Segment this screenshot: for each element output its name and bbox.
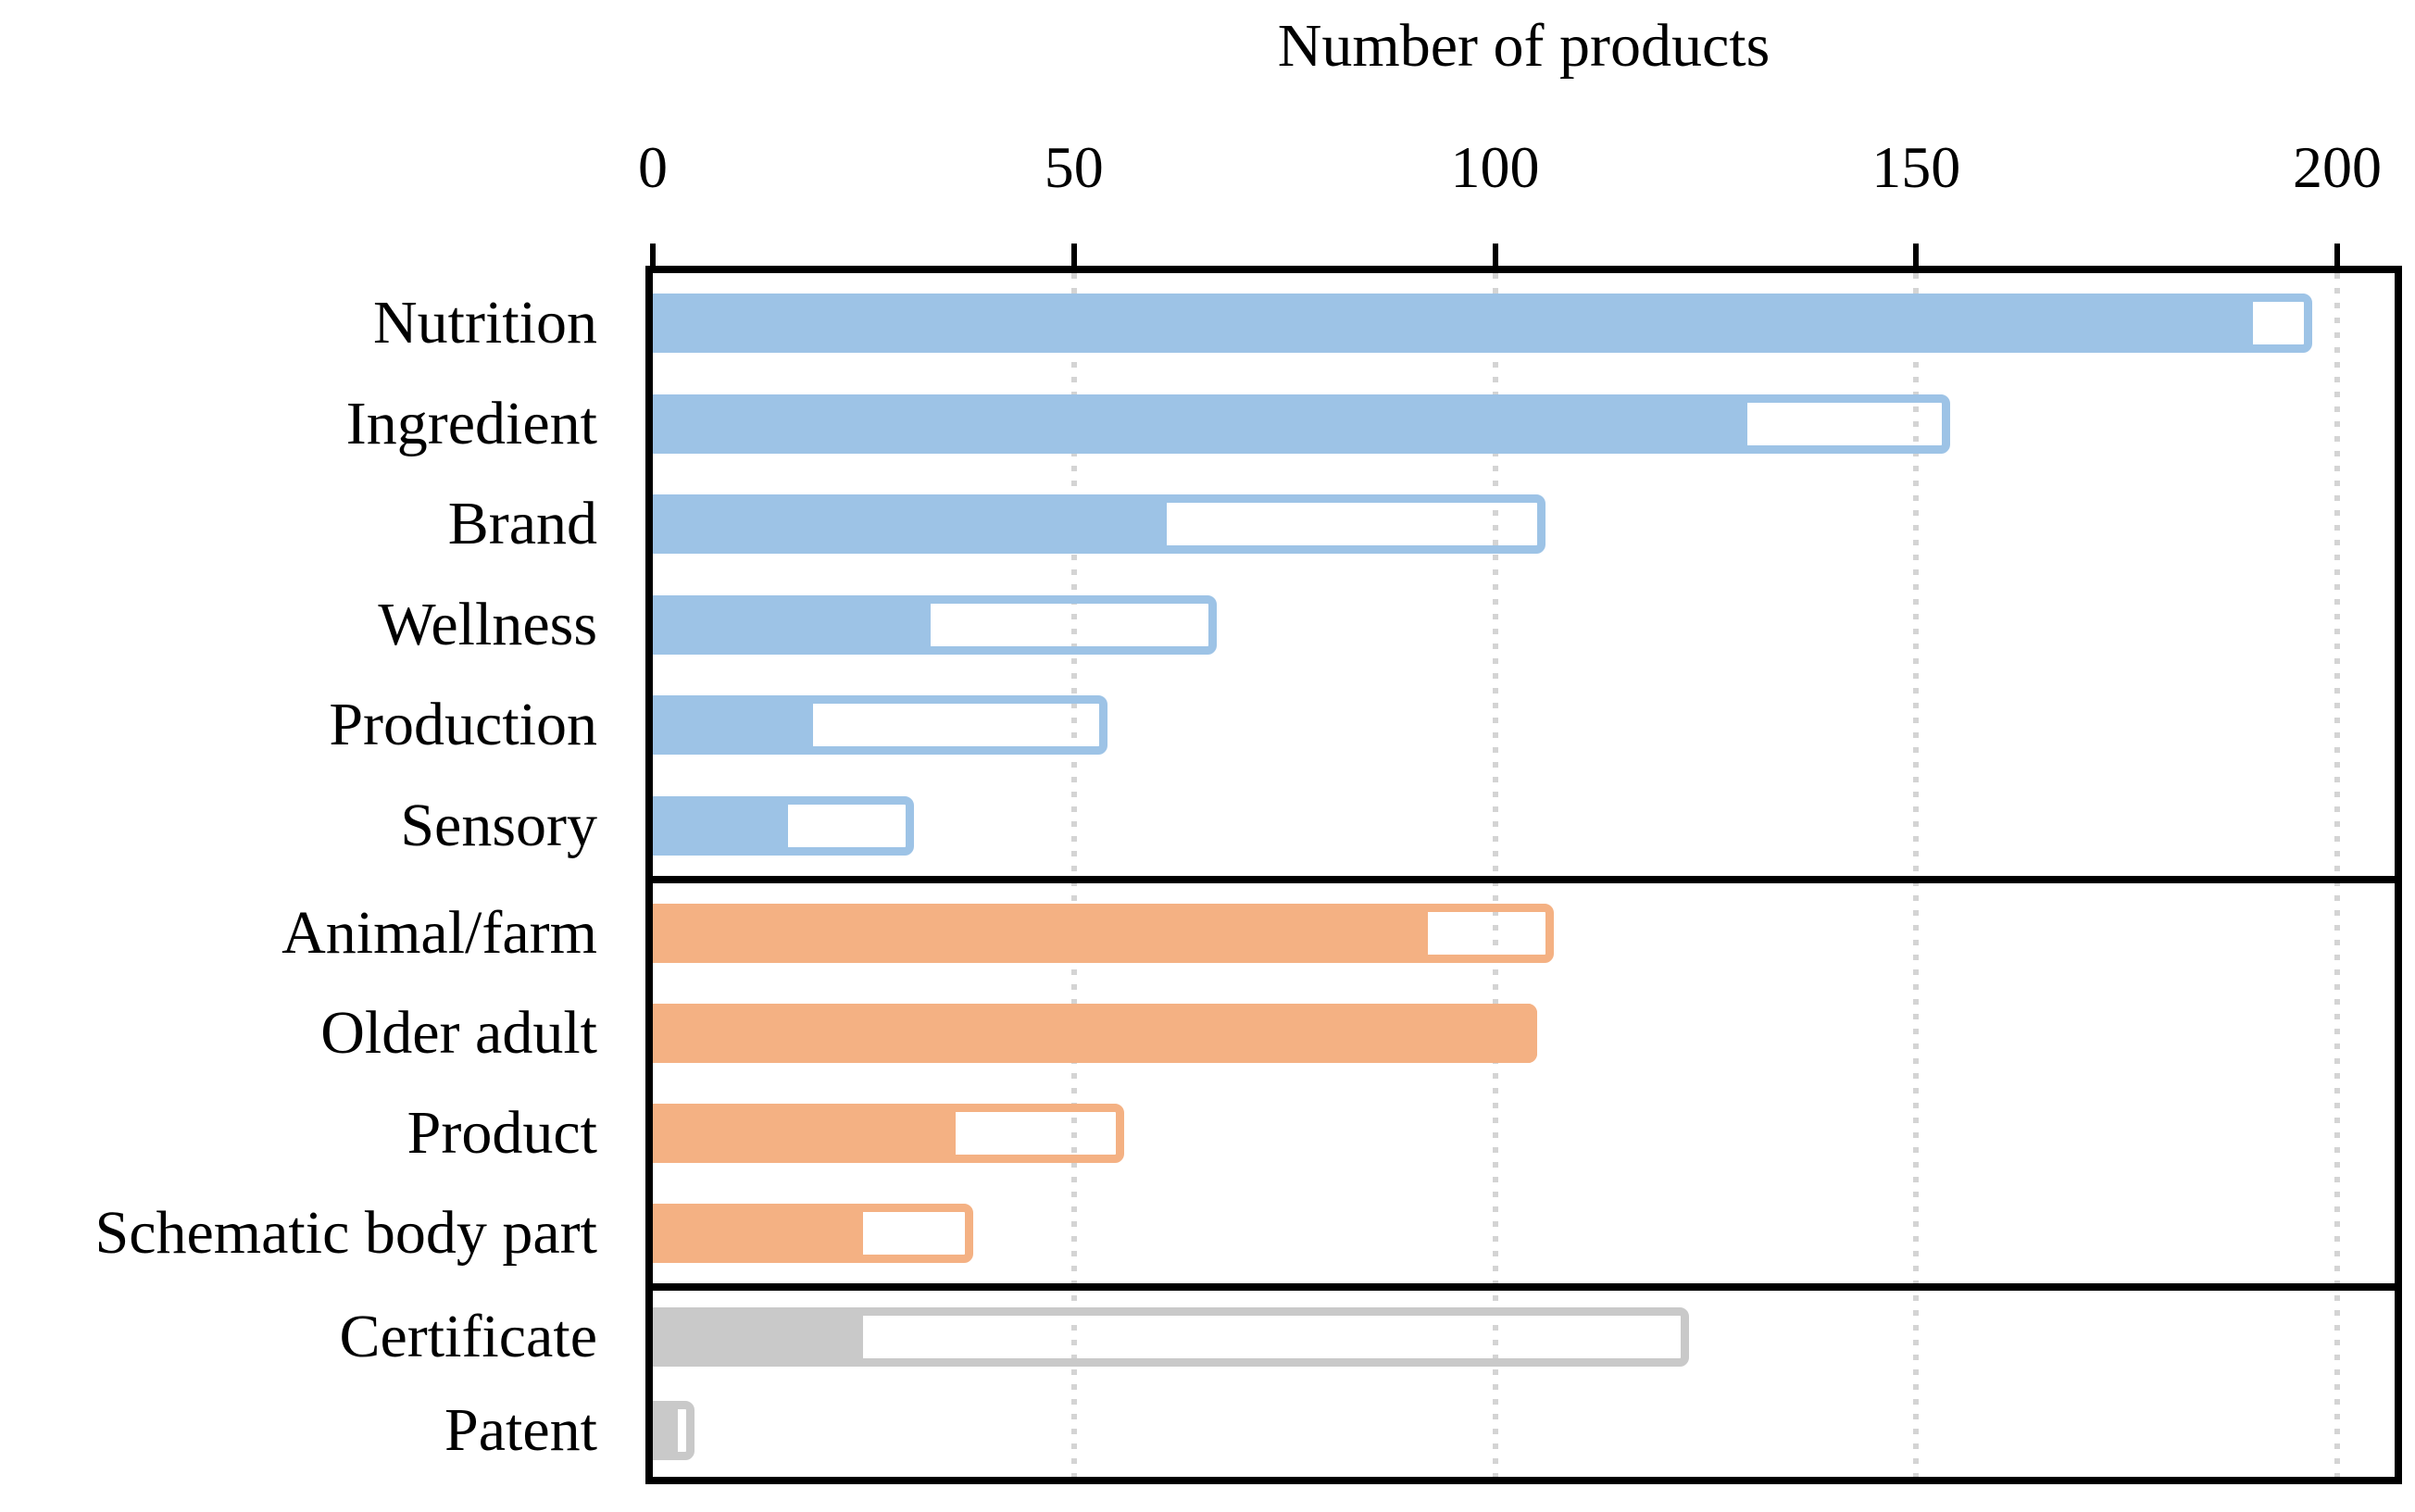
bar-open-segment-outline-patent (653, 1400, 695, 1460)
bar-filled-segment-nutrition (653, 294, 2254, 354)
x-axis-title: Number of products (1277, 12, 1771, 80)
bar-filled-segment-sensory (653, 795, 788, 856)
bar-open-segment-outline-nutrition (653, 294, 2312, 354)
category-label-brand: Brand (447, 490, 597, 558)
category-label-patent: Patent (444, 1395, 597, 1464)
bar-filled-segment-brand (653, 494, 1167, 555)
bar-production (653, 695, 1108, 756)
gridline-150 (1913, 273, 1920, 1477)
x-tick-mark-0 (650, 244, 656, 266)
bar-schematic-body-part (653, 1204, 973, 1263)
bar-certificate (653, 1307, 1689, 1368)
bar-filled-segment-certificate (653, 1307, 864, 1368)
bar-filled-segment-wellness (653, 594, 932, 655)
x-tick-mark-50 (1070, 244, 1077, 266)
bar-filled-segment-animal-farm (653, 904, 1428, 963)
bar-open-segment-outline-ingredient (653, 394, 1950, 454)
category-label-ingredient: Ingredient (345, 389, 597, 457)
x-tick-mark-100 (1492, 244, 1498, 266)
bar-older-adult (653, 1004, 1537, 1063)
bar-open-segment-outline-production (653, 695, 1108, 756)
bar-brand (653, 494, 1546, 555)
gridline-100 (1492, 273, 1498, 1477)
bar-nutrition (653, 294, 2312, 354)
bar-filled-segment-production (653, 695, 813, 756)
bar-open-segment-outline-sensory (653, 795, 914, 856)
bar-filled-segment-schematic-body-part (653, 1204, 864, 1263)
x-tick-label-200: 200 (2293, 134, 2382, 200)
category-label-product: Product (407, 1099, 597, 1167)
bar-filled-segment-older-adult (653, 1004, 1537, 1063)
group-divider-1 (653, 876, 2395, 883)
bar-patent (653, 1400, 695, 1460)
bar-open-segment-outline-product (653, 1104, 1125, 1163)
x-tick-label-100: 100 (1450, 134, 1540, 200)
category-label-older-adult: Older adult (320, 999, 597, 1067)
bar-product (653, 1104, 1125, 1163)
bar-open-segment-outline-wellness (653, 594, 1218, 655)
category-label-nutrition: Nutrition (373, 289, 597, 357)
x-tick-label-0: 0 (638, 134, 668, 200)
category-label-schematic-body-part: Schematic body part (94, 1199, 597, 1267)
bar-open-segment-outline-certificate (653, 1307, 1689, 1368)
bar-filled-segment-product (653, 1104, 957, 1163)
x-tick-label-150: 150 (1871, 134, 1961, 200)
bar-animal-farm (653, 904, 1555, 963)
x-tick-mark-150 (1913, 244, 1920, 266)
bar-ingredient (653, 394, 1950, 454)
plot-area (645, 266, 2402, 1484)
category-label-certificate: Certificate (339, 1303, 597, 1371)
category-label-production: Production (329, 691, 597, 759)
bar-open-segment-outline-schematic-body-part (653, 1204, 973, 1263)
bar-filled-segment-ingredient (653, 394, 1748, 454)
category-label-sensory: Sensory (400, 791, 597, 859)
group-divider-2 (653, 1283, 2395, 1291)
bar-open-segment-outline-older-adult (653, 1004, 1537, 1063)
bar-sensory (653, 795, 914, 856)
category-label-wellness: Wellness (378, 590, 597, 658)
bar-open-segment-outline-brand (653, 494, 1546, 555)
bar-open-segment-outline-animal-farm (653, 904, 1555, 963)
category-label-animal-farm: Animal/farm (282, 899, 597, 967)
gridline-200 (2334, 273, 2340, 1477)
gridline-50 (1070, 273, 1077, 1477)
bar-wellness (653, 594, 1218, 655)
x-tick-label-50: 50 (1044, 134, 1104, 200)
x-tick-mark-200 (2334, 244, 2340, 266)
